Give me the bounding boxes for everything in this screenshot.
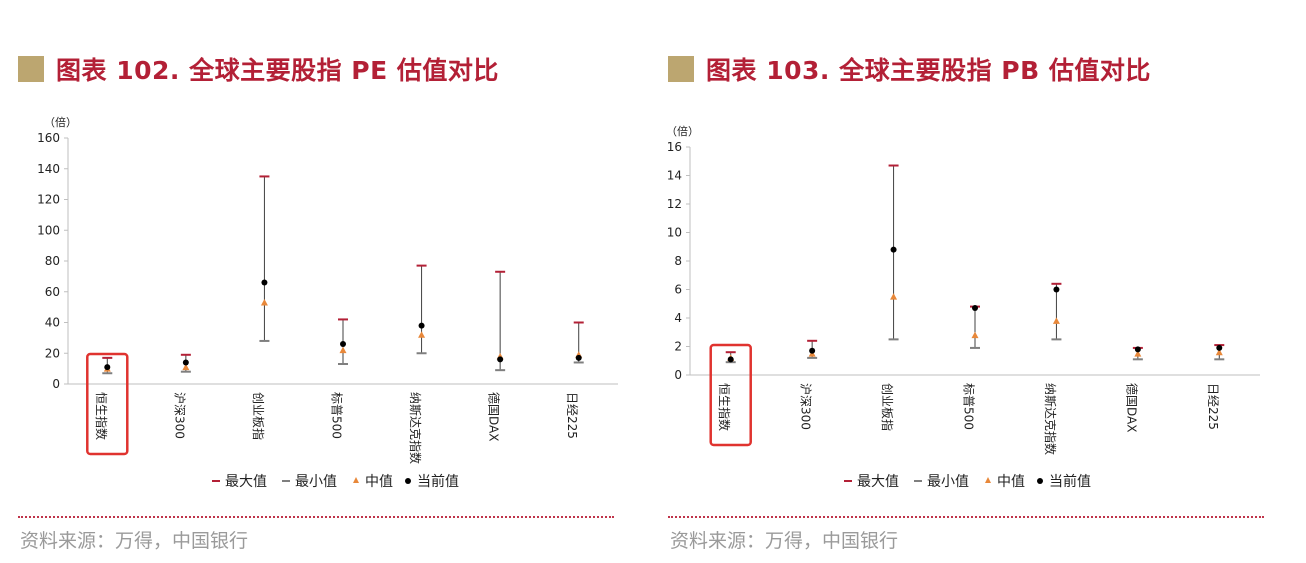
current-marker — [1134, 346, 1141, 353]
pe-panel: 图表 102. 全球主要股指 PE 估值对比 （倍） 0 20 40 60 80 100 12… — [18, 0, 638, 563]
pb-source: 资料来源：万得，中国银行 — [670, 530, 899, 552]
current-marker — [972, 305, 978, 312]
median-marker — [260, 299, 268, 306]
x-category-label: 纳斯达克指数 — [408, 392, 423, 464]
current-marker — [340, 341, 346, 348]
y-tick-label: 140 — [37, 162, 60, 176]
unit-label: （倍） — [668, 124, 699, 138]
pe-source: 资料来源：万得，中国银行 — [20, 530, 249, 552]
current-marker — [497, 356, 504, 363]
current-marker — [418, 322, 425, 329]
title-square-icon — [668, 56, 694, 82]
median-marker — [1052, 317, 1060, 324]
y-tick-label: 16 — [668, 140, 682, 154]
legend-item-min: 最小值 — [282, 474, 337, 490]
x-category-label: 沪深300 — [799, 383, 813, 430]
current-marker — [182, 359, 189, 366]
median-marker — [1134, 350, 1142, 357]
highlight-box — [709, 343, 752, 447]
legend-item-median: 中值 — [353, 474, 393, 490]
legend-item-current: 当前值 — [1037, 473, 1091, 490]
pb-chart: （倍） 0 2 4 6 8 10 12 14 16 恒生指数 沪深300 创业板指 标普500 纳斯达克指数… — [668, 124, 1260, 490]
y-tick-label: 0 — [52, 377, 60, 391]
pb-chart-title: 图表 103. 全球主要股指 PB 估值对比 — [706, 56, 1151, 85]
legend-current-marker — [1037, 478, 1043, 484]
median-marker — [1215, 348, 1223, 356]
legend-median-marker — [353, 477, 359, 483]
pe-chart-title: 图表 102. 全球主要股指 PE 估值对比 — [56, 56, 499, 85]
y-tick-label: 14 — [668, 169, 682, 183]
legend-label: 中值 — [997, 474, 1025, 490]
legend-label: 当前值 — [417, 473, 459, 490]
legend-current-marker — [405, 478, 411, 484]
pe-divider — [18, 516, 614, 518]
y-tick-label: 12 — [668, 197, 682, 211]
current-marker — [261, 279, 268, 286]
y-tick-label: 4 — [674, 311, 682, 325]
x-category-label: 德国DAX — [1124, 383, 1139, 432]
current-marker — [809, 347, 816, 354]
current-marker — [104, 364, 111, 371]
median-marker — [971, 331, 979, 339]
pb-divider — [668, 516, 1264, 518]
current-marker — [575, 354, 582, 361]
median-marker — [890, 293, 898, 300]
legend-item-median: 中值 — [985, 474, 1025, 490]
x-category-label: 创业板指 — [880, 383, 895, 431]
x-category-label: 标普500 — [962, 383, 976, 430]
y-tick-label: 120 — [37, 193, 60, 207]
y-tick-label: 60 — [45, 285, 60, 299]
title-square-icon — [18, 56, 44, 82]
median-marker — [339, 346, 347, 354]
median-marker — [182, 363, 190, 371]
legend-label: 最大值 — [225, 474, 267, 490]
y-tick-label: 0 — [674, 368, 682, 382]
current-marker — [1053, 286, 1060, 293]
pb-panel: 图表 103. 全球主要股指 PB 估值对比 （倍） 0 2 4 6 8 10 12 14 16 恒… — [668, 0, 1288, 563]
legend-item-min: 最小值 — [914, 474, 969, 490]
y-tick-label: 6 — [674, 283, 682, 297]
legend-item-max: 最大值 — [212, 474, 267, 490]
x-category-label: 恒生指数 — [94, 392, 109, 440]
median-marker — [418, 331, 426, 338]
y-tick-label: 8 — [674, 254, 682, 268]
y-tick-label: 160 — [37, 131, 60, 145]
current-marker — [1216, 344, 1223, 351]
x-category-label: 日经225 — [1206, 383, 1220, 430]
legend-label: 最小值 — [295, 474, 337, 490]
x-category-label: 纳斯达克指数 — [1043, 383, 1058, 455]
unit-label: （倍） — [44, 115, 77, 129]
legend-label: 最大值 — [857, 474, 899, 490]
legend-median-marker — [985, 477, 991, 483]
x-category-label: 恒生指数 — [717, 383, 732, 431]
x-category-label: 日经225 — [565, 392, 579, 439]
y-tick-label: 10 — [668, 226, 682, 240]
x-category-label: 创业板指 — [251, 392, 266, 440]
x-category-label: 沪深300 — [172, 392, 186, 439]
legend-item-current: 当前值 — [405, 473, 459, 490]
current-marker — [727, 356, 734, 363]
pb-title-row: 图表 103. 全球主要股指 PB 估值对比 — [668, 52, 1151, 86]
legend-label: 中值 — [365, 474, 393, 490]
pe-title-row: 图表 102. 全球主要股指 PE 估值对比 — [18, 52, 499, 86]
current-marker — [890, 246, 897, 253]
pe-chart: （倍） 0 20 40 60 80 100 120 140 160 恒生指数 沪深300 创业板指 标普5… — [37, 115, 618, 490]
y-tick-label: 2 — [674, 340, 682, 354]
x-category-label: 标普500 — [330, 392, 344, 439]
y-tick-label: 80 — [45, 254, 60, 268]
y-tick-label: 40 — [45, 316, 60, 330]
y-tick-label: 20 — [45, 346, 60, 360]
y-tick-label: 100 — [37, 223, 60, 237]
x-category-label: 德国DAX — [487, 392, 502, 441]
legend-label: 当前值 — [1049, 473, 1091, 490]
legend-item-max: 最大值 — [844, 474, 899, 490]
highlight-box — [86, 352, 129, 456]
legend-label: 最小值 — [927, 474, 969, 490]
